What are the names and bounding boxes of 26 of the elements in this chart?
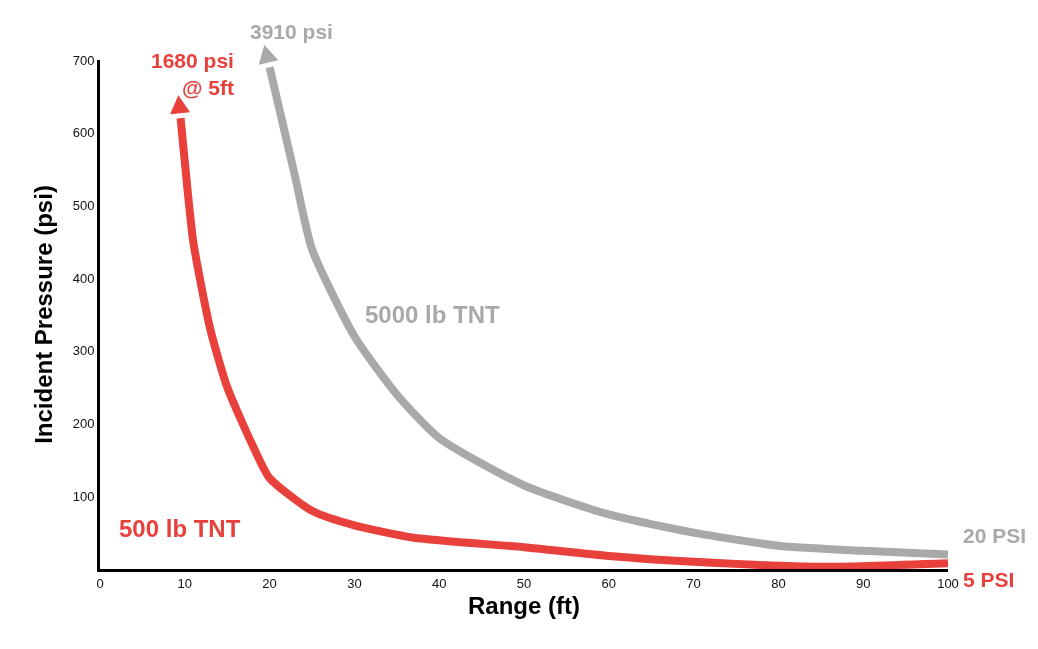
series-label: 5000 lb TNT [365, 301, 501, 328]
text: 5 PSI [963, 568, 1015, 591]
x-tick-label: 90 [855, 575, 871, 591]
y-axis-title: Incident Pressure (psi) [29, 185, 57, 444]
y-tick-label: 300 [72, 343, 95, 359]
x-tick-label: 60 [601, 575, 617, 591]
x-tick-label: 70 [686, 575, 701, 591]
annotation: 1680 psi @ 5ft [151, 49, 234, 100]
x-tick-label: 20 [262, 575, 277, 591]
y-tick-label: 700 [72, 52, 95, 68]
x-tick-label: 0 [96, 575, 104, 591]
y-tick-label: 100 [72, 488, 95, 504]
x-tick-label: 10 [177, 575, 193, 591]
x-axis-title: Range (ft) [468, 591, 580, 619]
y-tick-label: 200 [72, 416, 95, 432]
text: 20 PSI [963, 524, 1027, 547]
y-tick-label: 500 [72, 197, 95, 213]
y-tick-label: 400 [72, 270, 95, 286]
series-label: 500 lb TNT [119, 515, 241, 542]
x-tick-label: 50 [516, 575, 532, 591]
x-tick-label: 30 [347, 575, 362, 591]
x-tick-label: 100 [937, 575, 959, 591]
text: 3910 psi [250, 20, 333, 43]
y-tick-label: 600 [72, 125, 95, 141]
x-tick-label: 40 [431, 575, 447, 591]
x-tick-label: 80 [771, 575, 786, 591]
